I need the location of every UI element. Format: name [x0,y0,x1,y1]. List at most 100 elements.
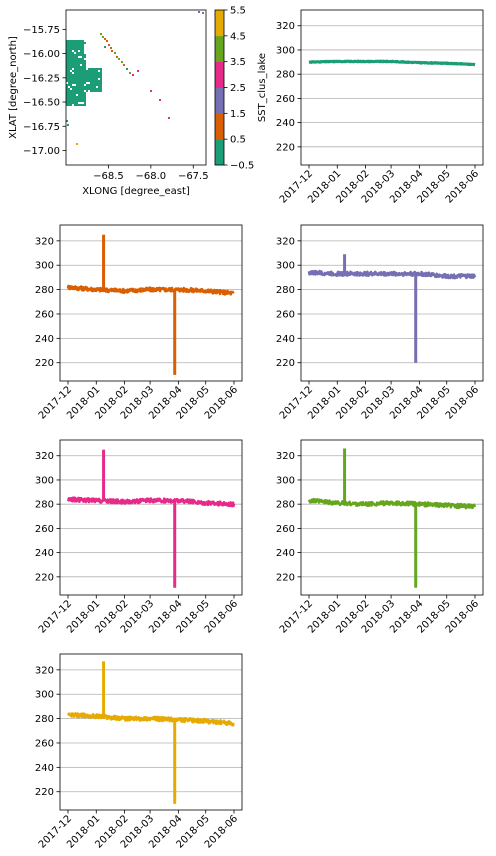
map-pixel [70,46,72,48]
map-pixel [74,96,76,98]
map-pixel [80,76,82,78]
map-pixel [74,88,76,90]
map-pixel [78,72,80,74]
map-pixel [80,104,82,106]
map-pixel [90,70,92,72]
map-pixel [70,50,72,52]
map-pixel [90,74,92,76]
series-line [307,497,477,510]
map-cluster-0-pixels [66,40,102,106]
map-panel: −68.5 −68.0 −67.5 −15.75 −16.00 −16.25 −16.50 −… [8,9,209,197]
map-pixel [74,56,76,58]
map-pixel [123,64,125,66]
axes-frame [300,9,484,166]
map-pixel [94,76,96,78]
map-pixel [137,70,139,72]
ytick-label: 300 [35,261,54,272]
map-pixel [84,60,86,62]
map-pixel [74,104,76,106]
map-pixel [88,84,90,86]
map-ytick-label: −16.25 [23,73,60,84]
map-pixel [82,104,84,106]
map-pixel [76,78,78,80]
map-pixel [76,68,78,70]
map-pixel [70,96,72,98]
map-pixel [82,42,84,44]
map-pixel [82,86,84,88]
map-pixel [80,90,82,92]
map-pixel [68,100,70,102]
map-pixel [94,74,96,76]
map-pixel [80,86,82,88]
map-pixel [72,48,74,50]
colorbar-tick-label: 2.5 [230,83,246,94]
map-pixel [84,76,86,78]
map-pixel [114,52,116,54]
map-pixel [80,78,82,80]
map-pixel [66,58,68,60]
map-pixel [88,74,90,76]
map-ytick-label: −16.00 [23,49,60,60]
map-pixel [98,82,100,84]
map-pixel [84,72,86,74]
map-pixel [82,40,84,42]
series-line [66,284,235,296]
map-ytick-label: −16.50 [23,98,60,109]
map-pixel [90,68,92,70]
map-pixel [94,68,96,70]
series-line [307,269,477,280]
map-pixel [74,54,76,56]
map-pixel [92,80,94,82]
map-pixel [70,90,72,92]
map-pixel [88,78,90,80]
map-pixel [100,84,102,86]
map-pixel [100,72,102,74]
map-pixel [108,44,110,46]
map-pixel [121,61,123,63]
map-pixel [82,90,84,92]
map-pixel [78,104,80,106]
map-pixel [92,74,94,76]
ytick-label: 220 [35,358,54,369]
map-pixel [74,90,76,92]
map-pixel [102,36,104,38]
map-pixel [76,82,78,84]
ytick-label: 300 [35,690,54,701]
map-pixel [66,40,68,42]
map-pixel [80,94,82,96]
map-pixel [78,98,80,100]
ytick-label: 280 [276,285,295,296]
map-pixel [68,76,70,78]
map-pixel [70,56,72,58]
map-pixel [86,90,88,92]
map-pixel [68,82,70,84]
map-pixel [82,70,84,72]
map-pixel [66,54,68,56]
ytick-label: 260 [35,524,54,535]
map-pixel [80,50,82,52]
map-pixel [96,90,98,92]
map-pixel [76,86,78,88]
map-pixel [76,42,78,44]
map-pixel [86,78,88,80]
map-pixel [84,100,86,102]
map-pixel [68,72,70,74]
map-pixel [80,62,82,64]
map-pixel [96,70,98,72]
map-pixel [80,58,82,60]
map-pixel [76,44,78,46]
map-pixel [76,46,78,48]
map-pixel [72,54,74,56]
map-pixel [76,70,78,72]
ytick-label: 240 [276,334,295,345]
map-pixel [90,86,92,88]
map-pixel [66,64,68,66]
map-pixel [78,100,80,102]
map-pixel [100,68,102,70]
map-pixel [70,84,72,86]
map-pixel [78,66,80,68]
map-ytick-label: −16.75 [23,122,60,133]
map-pixel [72,92,74,94]
map-pixel [82,56,84,58]
map-pixel [76,60,78,62]
